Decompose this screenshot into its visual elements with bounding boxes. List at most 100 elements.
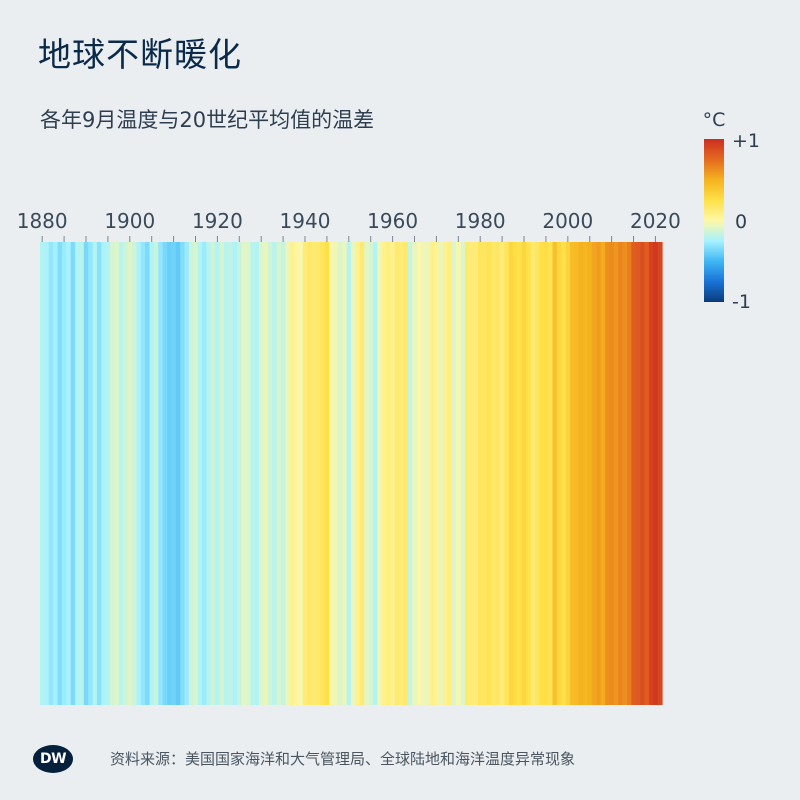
x-tick-label-1980: 1980 — [455, 209, 506, 233]
stripe-1973 — [447, 242, 453, 705]
stripe-1927 — [245, 242, 251, 705]
stripe-2014 — [626, 242, 632, 705]
dw-logo: DW — [33, 745, 73, 773]
stripe-1942 — [311, 242, 317, 705]
stripe-1963 — [403, 242, 409, 705]
stripe-1915 — [193, 242, 199, 705]
stripe-2007 — [596, 242, 602, 705]
stripe-1925 — [237, 242, 243, 705]
stripe-1906 — [153, 242, 159, 705]
stripe-1890 — [83, 242, 89, 705]
stripe-1996 — [548, 242, 554, 705]
stripe-1983 — [491, 242, 497, 705]
stripe-1959 — [386, 242, 392, 705]
x-tick-label-1940: 1940 — [280, 209, 331, 233]
stripe-1981 — [482, 242, 488, 705]
stripe-1888 — [75, 242, 81, 705]
stripe-2010 — [609, 242, 615, 705]
stripe-1904 — [145, 242, 151, 705]
stripe-1892 — [92, 242, 98, 705]
legend-unit-label: °C — [703, 109, 726, 131]
stripe-1949 — [342, 242, 348, 705]
stripe-1937 — [289, 242, 295, 705]
stripe-1897 — [114, 242, 120, 705]
stripe-1994 — [539, 242, 545, 705]
stripe-1930 — [259, 242, 264, 705]
stripe-1997 — [552, 242, 558, 705]
stripe-1979 — [473, 242, 479, 705]
x-axis: 1880 1900 1920 1940 1960 1980 2000 2020 — [17, 209, 681, 242]
stripe-1908 — [162, 242, 168, 705]
x-tick-label-1920: 1920 — [192, 209, 243, 233]
stripe-1960 — [390, 242, 396, 705]
stripe-1884 — [57, 242, 63, 705]
stripe-1895 — [105, 242, 111, 705]
stripe-1974 — [451, 242, 457, 705]
chart-subtitle: 各年9月温度与20世纪平均值的温差 — [40, 108, 375, 132]
stripe-1898 — [118, 242, 124, 705]
stripe-1883 — [53, 242, 59, 705]
stripe-1962 — [399, 242, 405, 705]
stripe-1956 — [372, 242, 378, 705]
stripe-1970 — [434, 242, 440, 705]
stripe-1926 — [241, 242, 247, 705]
stripe-1934 — [276, 242, 282, 705]
stripe-2018 — [644, 242, 650, 705]
stripe-1977 — [464, 242, 470, 705]
stripe-1967 — [421, 242, 427, 705]
stripe-1907 — [158, 242, 164, 705]
stripe-1985 — [499, 242, 505, 705]
stripe-1961 — [394, 242, 400, 705]
stripe-1935 — [280, 242, 286, 705]
stripe-1948 — [337, 242, 343, 705]
stripe-1909 — [167, 242, 173, 705]
stripe-1923 — [228, 242, 234, 705]
legend-label-zero: 0 — [735, 211, 747, 233]
stripe-2011 — [613, 242, 619, 705]
stripe-1920 — [215, 242, 221, 705]
stripe-1978 — [469, 242, 475, 705]
stripe-1954 — [364, 242, 370, 705]
stripe-1971 — [438, 242, 444, 705]
stripe-1988 — [513, 242, 519, 705]
stripe-2019 — [648, 242, 654, 705]
stripe-1955 — [368, 242, 374, 705]
stripe-2008 — [600, 242, 606, 705]
x-tick-label-1900: 1900 — [104, 209, 155, 233]
stripe-1964 — [407, 242, 413, 705]
stripe-1922 — [223, 242, 229, 705]
stripe-2000 — [565, 242, 571, 705]
stripe-1995 — [543, 242, 549, 705]
stripe-2003 — [578, 242, 584, 705]
stripe-1901 — [131, 242, 137, 705]
stripe-1950 — [346, 242, 352, 705]
stripe-2009 — [605, 242, 611, 705]
stripe-1946 — [329, 242, 335, 705]
stripe-1984 — [495, 242, 501, 705]
stripe-1993 — [534, 242, 540, 705]
stripe-2015 — [631, 242, 637, 705]
stripe-1894 — [101, 242, 107, 705]
stripe-2002 — [574, 242, 580, 705]
stripe-1972 — [442, 242, 448, 705]
stripe-1881 — [44, 242, 50, 705]
stripe-2021 — [657, 242, 663, 705]
stripe-1887 — [70, 242, 76, 705]
stripe-1921 — [219, 242, 225, 705]
stripe-1936 — [285, 242, 291, 705]
stripe-1999 — [561, 242, 567, 705]
legend-color-bar — [704, 139, 724, 302]
stripe-2020 — [653, 242, 659, 705]
source-note: 资料来源：美国国家海洋和大气管理局、全球陆地和海洋温度异常现象 — [110, 750, 576, 768]
stripe-1991 — [526, 242, 532, 705]
stripe-2013 — [622, 242, 628, 705]
stripe-1905 — [149, 242, 155, 705]
stripe-1918 — [206, 242, 212, 705]
stripe-1965 — [412, 242, 418, 705]
stripe-1896 — [110, 242, 116, 705]
stripe-1990 — [521, 242, 527, 705]
stripe-1958 — [381, 242, 387, 705]
stripe-1940 — [302, 242, 308, 705]
stripe-1880 — [40, 242, 45, 705]
